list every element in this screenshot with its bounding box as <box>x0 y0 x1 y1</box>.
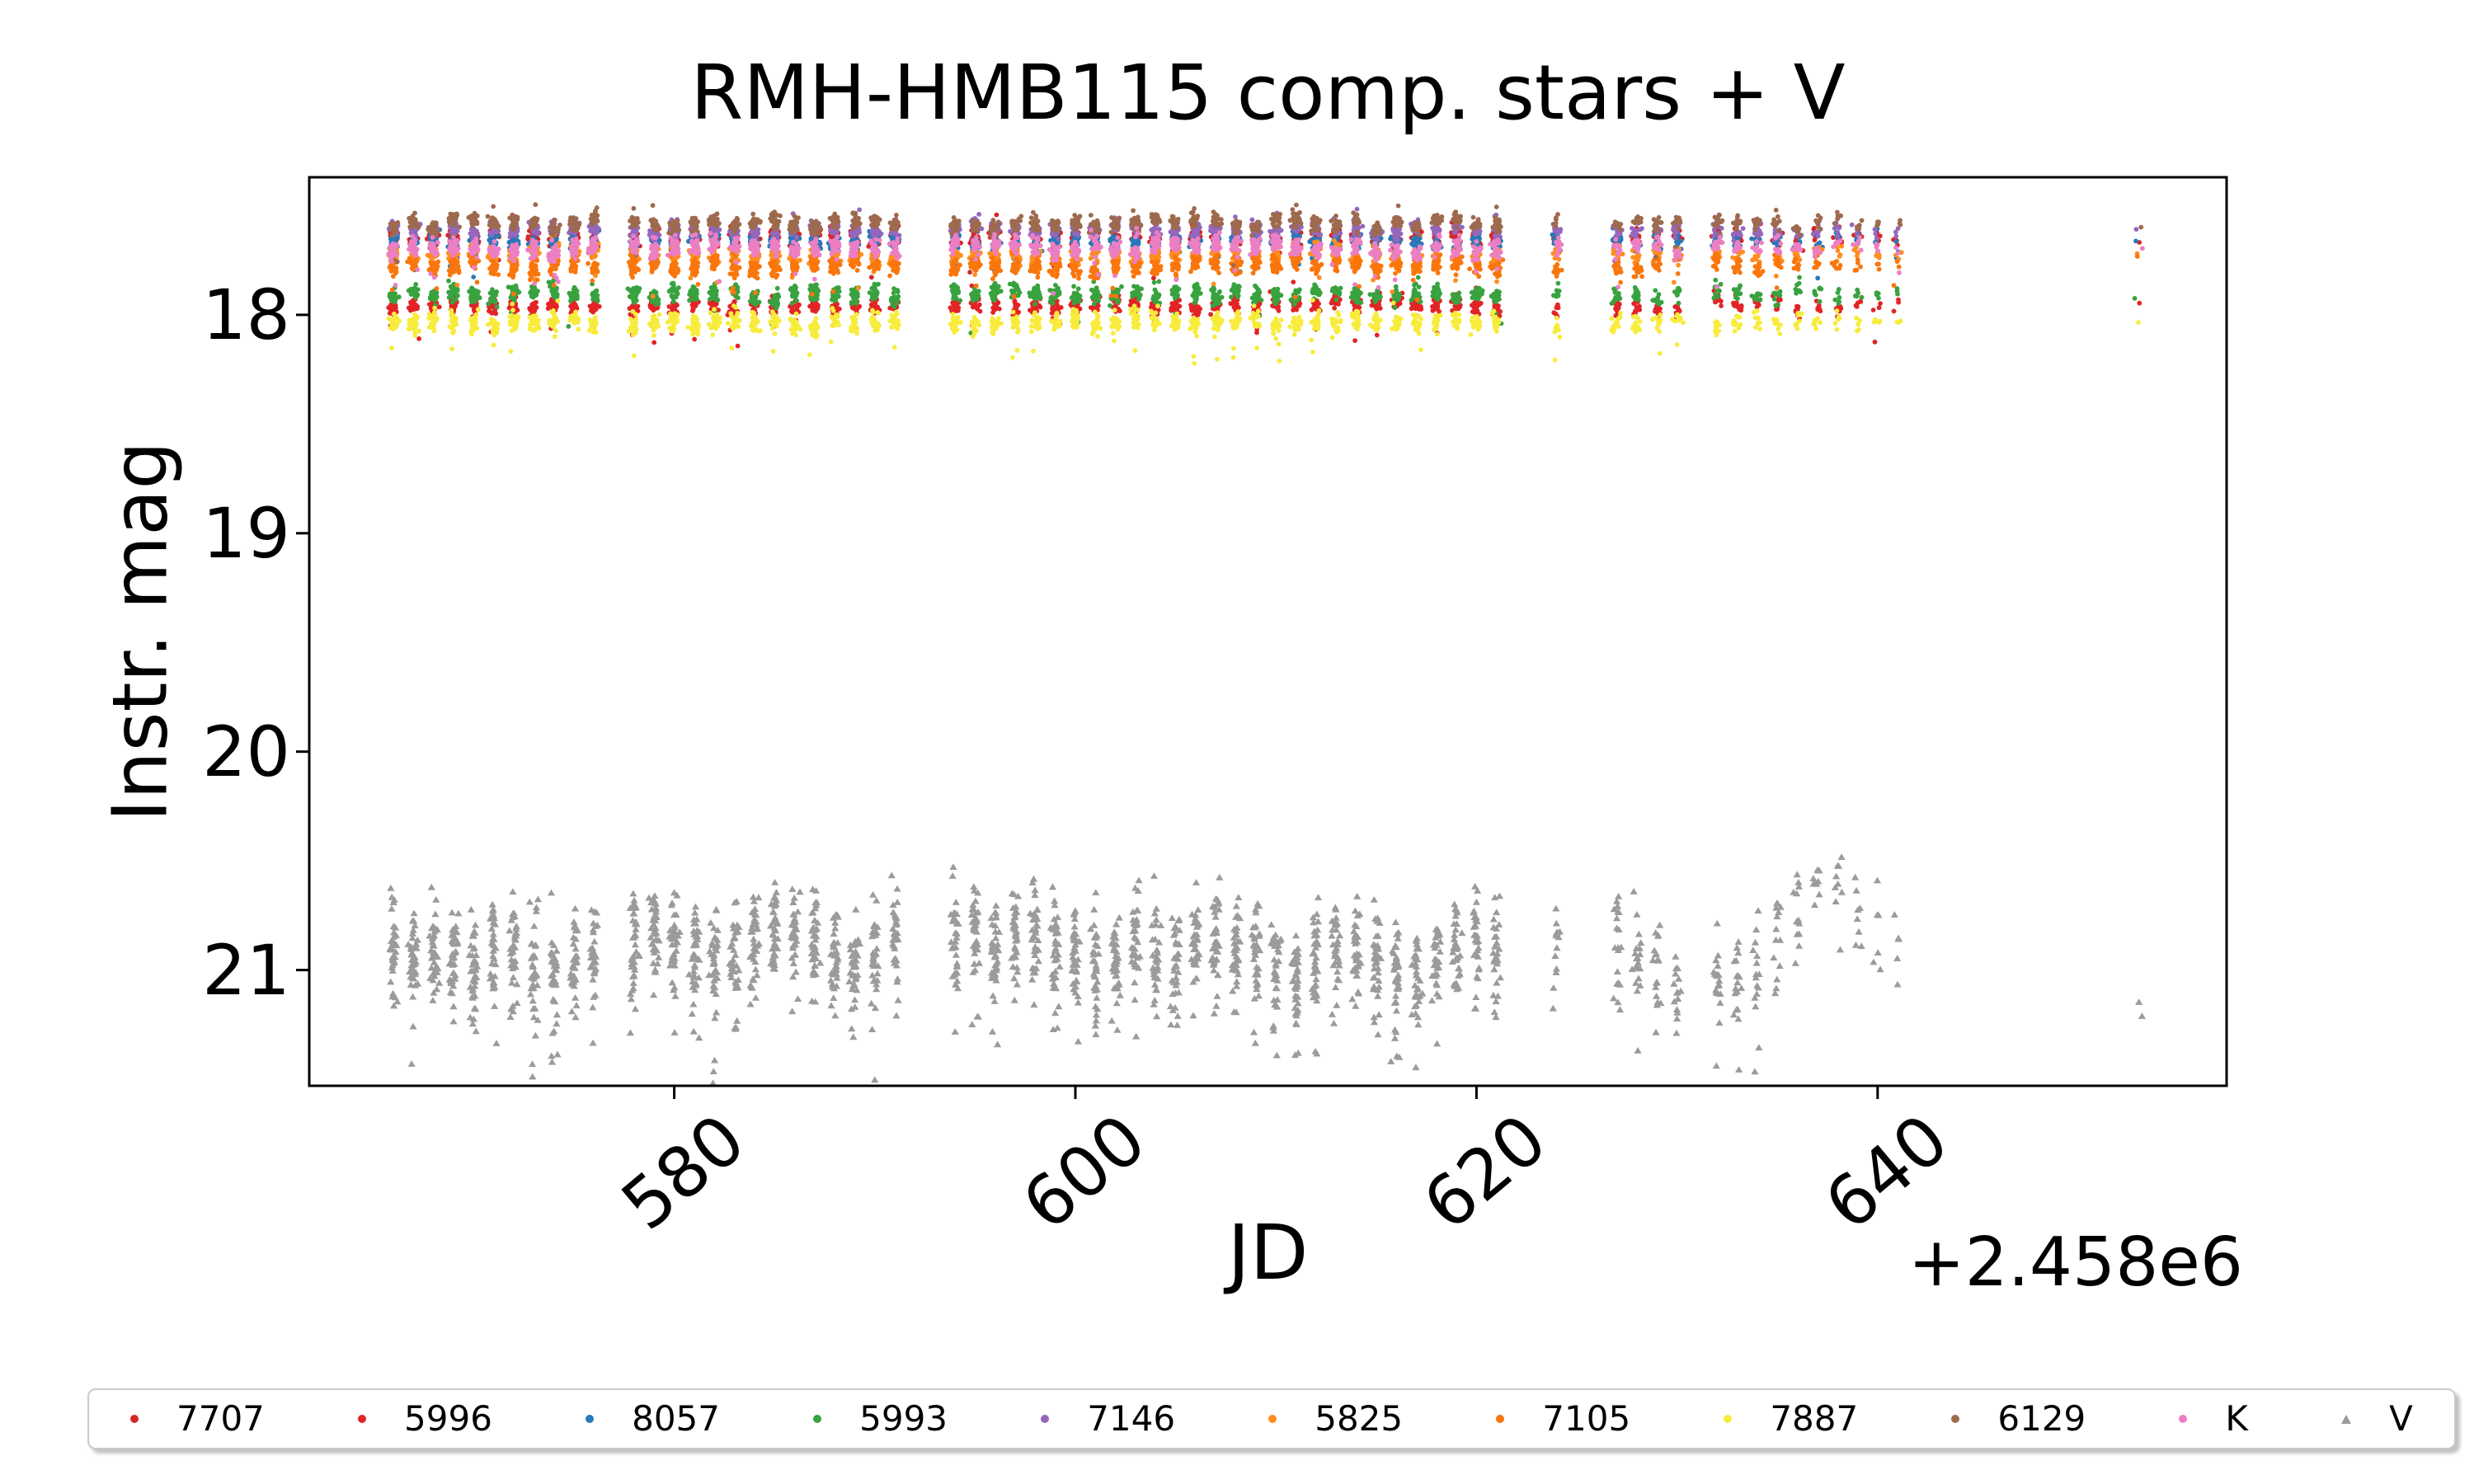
y-tick-label-20: 20 <box>202 711 290 792</box>
legend-dot-marker-icon <box>813 1415 822 1423</box>
legend-dot-marker-icon <box>1268 1415 1277 1423</box>
legend-dot-marker-icon <box>586 1415 595 1423</box>
legend-dot-marker-icon <box>1496 1415 1505 1423</box>
legend-dot-marker-icon <box>2179 1415 2188 1423</box>
chart-title: RMH-HMB115 comp. stars + V <box>690 49 1846 137</box>
legend-label: K <box>2225 1398 2248 1439</box>
legend-item-8057: 8057 <box>586 1402 720 1436</box>
y-tick-label-18: 18 <box>202 274 290 355</box>
legend-label: 5993 <box>859 1398 948 1439</box>
legend-item-K: K <box>2179 1402 2248 1436</box>
legend-triangle-marker-icon <box>2341 1414 2352 1424</box>
legend-dot-marker-icon <box>1951 1415 1960 1423</box>
legend-dot-marker-icon <box>1041 1415 1050 1423</box>
legend-label: 7707 <box>176 1398 265 1439</box>
legend-item-5825: 5825 <box>1268 1402 1403 1436</box>
x-axis-label: JD <box>1227 1209 1309 1297</box>
legend-dot-marker-icon <box>130 1415 139 1423</box>
legend-label: 8057 <box>632 1398 720 1439</box>
legend-item-7887: 7887 <box>1724 1402 1858 1436</box>
legend-item-7146: 7146 <box>1041 1402 1175 1436</box>
legend-label: 7146 <box>1087 1398 1176 1439</box>
legend-item-6129: 6129 <box>1951 1402 2086 1436</box>
legend-item-5993: 5993 <box>813 1402 948 1436</box>
x-axis-offset-text: +2.458e6 <box>1907 1223 2243 1302</box>
legend-label: V <box>2389 1398 2413 1439</box>
legend-label: 6129 <box>1997 1398 2086 1439</box>
legend-item-V: V <box>2341 1402 2413 1436</box>
legend-dot-marker-icon <box>358 1415 367 1423</box>
legend-label: 7887 <box>1770 1398 1859 1439</box>
legend-item-7105: 7105 <box>1496 1402 1630 1436</box>
legend-label: 7105 <box>1542 1398 1631 1439</box>
legend-label: 5996 <box>404 1398 492 1439</box>
y-tick-label-21: 21 <box>202 929 290 1011</box>
legend: 7707 5996 8057 5993 7146 5825 7105 7887 6129 K V <box>87 1388 2456 1449</box>
legend-label: 5825 <box>1315 1398 1404 1439</box>
y-tick-label-19: 19 <box>202 492 290 574</box>
legend-item-5996: 5996 <box>358 1402 492 1436</box>
legend-item-7707: 7707 <box>130 1402 265 1436</box>
legend-dot-marker-icon <box>1724 1415 1733 1423</box>
